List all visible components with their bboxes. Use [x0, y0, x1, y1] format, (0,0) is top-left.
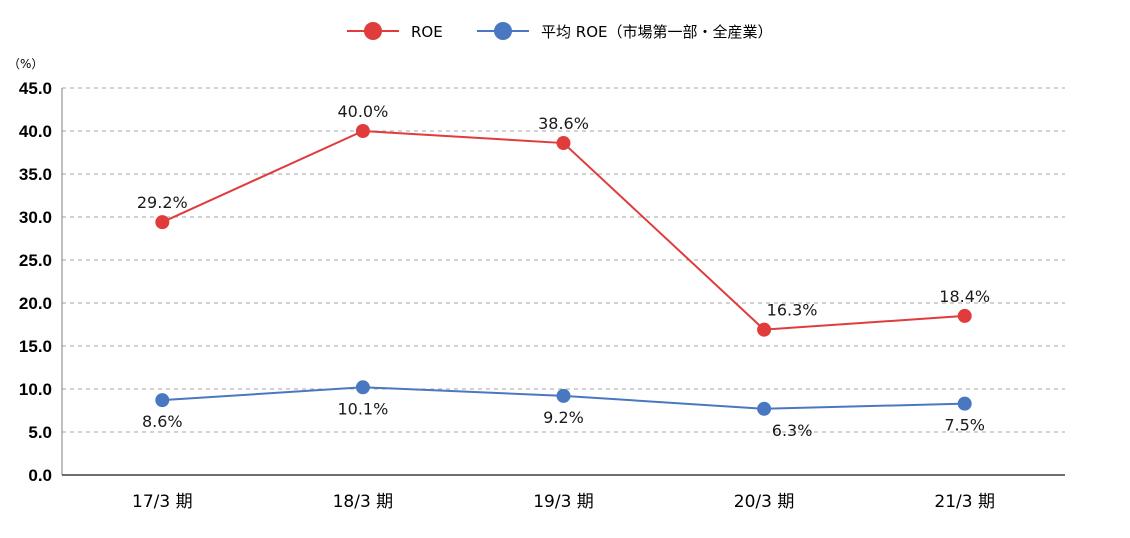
data-label: 16.3%	[767, 301, 818, 320]
legend-marker	[494, 22, 512, 40]
series-2: 8.6% 10.1% 9.2% 6.3% 7.5%	[142, 380, 985, 440]
y-tick-label: 30.0	[19, 208, 52, 227]
axes	[61, 88, 1065, 476]
data-point	[155, 393, 170, 408]
x-tick-label: 18/3 期	[333, 492, 394, 512]
y-tick-label: 35.0	[19, 165, 52, 184]
data-point	[757, 322, 772, 337]
legend-label: ROE	[411, 23, 443, 41]
y-tick-labels: 0.0 5.0 10.0 15.0 20.0 25.0 30.0 35.0 40.0 45.0	[19, 79, 52, 485]
data-label: 8.6%	[142, 412, 183, 431]
y-tick-label: 25.0	[19, 251, 52, 270]
x-tick-label: 21/3 期	[934, 492, 995, 512]
data-label: 6.3%	[772, 421, 813, 440]
data-label: 10.1%	[337, 399, 388, 418]
legend-item: 平均 ROE（市場第一部・全産業）	[477, 22, 772, 41]
y-axis-unit-label: （%）	[8, 57, 43, 71]
data-label: 29.2%	[137, 193, 188, 212]
y-tick-label: 20.0	[19, 294, 52, 313]
series-group: 29.2% 40.0% 38.6% 16.3% 18.4% 8.6% 10.1% 9.2% 6.…	[137, 102, 990, 440]
data-point	[957, 308, 972, 323]
x-tick-labels: 17/3 期 18/3 期 19/3 期 20/3 期 21/3 期	[132, 492, 995, 512]
y-tick-label: 5.0	[28, 423, 52, 442]
y-tick-label: 40.0	[19, 122, 52, 141]
data-point	[355, 124, 370, 138]
y-tick-label: 10.0	[19, 380, 52, 399]
data-label: 40.0%	[337, 102, 388, 121]
legend-item: ROE	[347, 22, 443, 41]
legend: ROE 平均 ROE（市場第一部・全産業）	[347, 22, 772, 41]
data-point	[957, 396, 972, 411]
y-tick-label: 45.0	[19, 79, 52, 98]
y-tick-label: 0.0	[28, 466, 52, 485]
x-tick-label: 19/3 期	[533, 492, 594, 512]
legend-marker	[364, 22, 382, 40]
x-tick-label: 20/3 期	[734, 492, 795, 512]
legend-label: 平均 ROE（市場第一部・全産業）	[541, 23, 772, 41]
y-tick-label: 15.0	[19, 337, 52, 356]
data-point	[556, 136, 571, 151]
data-point	[155, 215, 170, 230]
data-label: 38.6%	[538, 114, 589, 133]
x-tick-label: 17/3 期	[132, 492, 193, 512]
data-label: 7.5%	[944, 416, 985, 435]
data-point	[757, 401, 772, 416]
data-label: 9.2%	[543, 408, 584, 427]
series-1: 29.2% 40.0% 38.6% 16.3% 18.4%	[137, 102, 990, 337]
data-point	[355, 380, 370, 395]
series-line	[161, 129, 965, 331]
data-label: 18.4%	[939, 287, 990, 306]
data-point	[556, 388, 571, 403]
gridlines	[62, 87, 1065, 433]
